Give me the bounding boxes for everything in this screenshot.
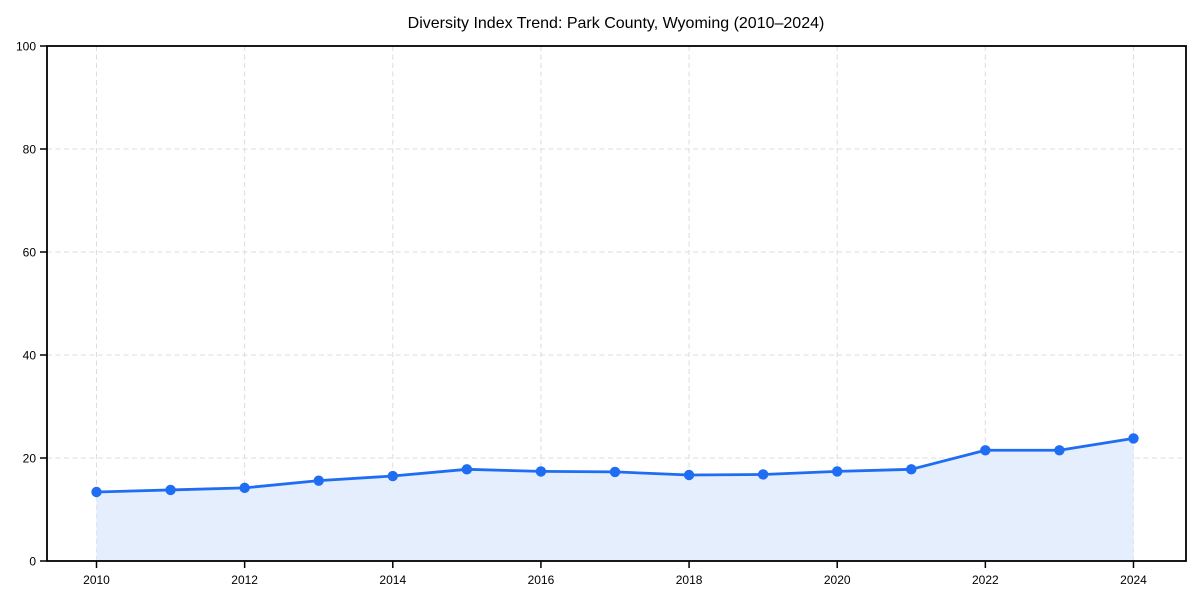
x-tick-label-2024: 2024 [1120, 573, 1147, 587]
data-point-2014 [387, 470, 398, 482]
chart-title: Diversity Index Trend: Park County, Wyom… [408, 15, 825, 32]
data-point-2012 [239, 482, 250, 494]
data-point-2019 [757, 469, 769, 480]
data-point-2015 [461, 464, 473, 475]
x-tick-label-2016: 2016 [528, 573, 555, 587]
data-point-2021 [906, 464, 917, 475]
data-point-2016 [535, 466, 547, 477]
data-point-2013 [313, 475, 324, 486]
data-point-2020 [832, 466, 843, 477]
data-point-2011 [165, 484, 176, 496]
data-point-2023 [1054, 445, 1065, 456]
plot-border [46, 45, 1187, 562]
data-point-2017 [609, 466, 621, 478]
y-tick-label-0: 0 [29, 555, 36, 569]
data-point-2010 [91, 486, 102, 498]
data-point-2018 [683, 469, 695, 481]
x-tick-label-2022: 2022 [972, 573, 999, 587]
y-tick-label-40: 40 [23, 349, 37, 363]
data-point-2024 [1128, 433, 1139, 444]
x-tick-label-2018: 2018 [676, 573, 703, 587]
x-tick-label-2010: 2010 [83, 573, 110, 587]
x-tick-label-2020: 2020 [824, 573, 851, 587]
y-tick-label-20: 20 [23, 452, 37, 466]
data-point-2022 [980, 445, 991, 456]
area-fill [96, 438, 1134, 561]
y-tick-label-60: 60 [23, 246, 37, 260]
plot-area: 0 20 40 60 80 100 2010 2012 2014 2016 2018 2020 2022… [16, 40, 1187, 587]
x-tick-label-2014: 2014 [379, 573, 406, 587]
x-tick-label-2012: 2012 [231, 573, 258, 587]
y-tick-label-80: 80 [23, 143, 37, 157]
y-tick-label-100: 100 [16, 40, 36, 54]
